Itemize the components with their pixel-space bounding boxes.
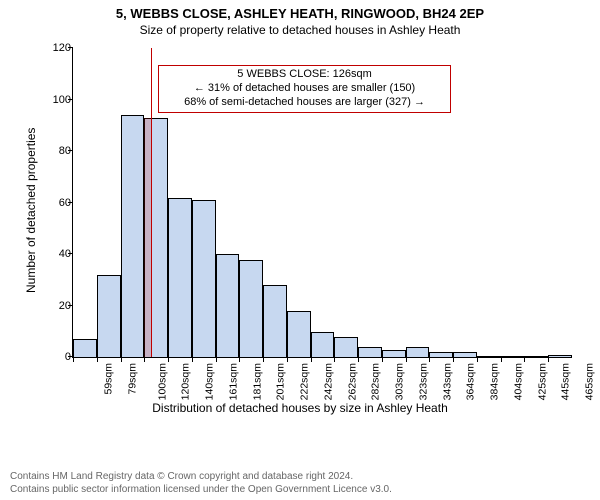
x-tick-mark (334, 357, 335, 362)
bar (287, 311, 311, 357)
x-tick-mark (382, 357, 383, 362)
x-tick-mark (311, 357, 312, 362)
x-tick-label: 384sqm (489, 363, 501, 400)
x-tick-mark (453, 357, 454, 362)
x-tick-label: 100sqm (156, 363, 168, 400)
y-tick-label: 80 (59, 145, 71, 157)
bar (121, 115, 145, 357)
bar (192, 200, 216, 357)
plot-axes: 020406080100120 59sqm79sqm100sqm120sqm14… (72, 48, 572, 358)
bar (73, 339, 97, 357)
x-tick-mark (216, 357, 217, 362)
x-tick-mark (121, 357, 122, 362)
x-tick-mark (524, 357, 525, 362)
footer-line1: Contains HM Land Registry data © Crown c… (10, 471, 392, 484)
x-tick-label: 445sqm (560, 363, 572, 400)
x-tick-label: 181sqm (251, 363, 263, 400)
bar (334, 337, 358, 358)
x-tick-label: 303sqm (394, 363, 406, 400)
x-tick-label: 161sqm (227, 363, 239, 400)
x-tick-mark (168, 357, 169, 362)
y-tick-label: 120 (53, 42, 71, 54)
x-tick-label: 59sqm (103, 363, 115, 395)
y-tick-mark (68, 202, 73, 203)
y-tick-mark (68, 150, 73, 151)
y-tick-label: 100 (53, 94, 71, 106)
y-tick-label: 40 (59, 248, 71, 260)
y-tick-label: 0 (65, 351, 71, 363)
x-tick-mark (192, 357, 193, 362)
x-tick-label: 404sqm (512, 363, 524, 400)
x-tick-mark (263, 357, 264, 362)
bar (358, 347, 382, 357)
x-tick-label: 364sqm (465, 363, 477, 400)
y-tick-label: 20 (59, 300, 71, 312)
bar (263, 285, 287, 357)
bar (406, 347, 430, 357)
annotation-box: 5 WEBBS CLOSE: 126sqm ← 31% of detached … (158, 65, 451, 112)
bar (168, 198, 192, 358)
x-tick-mark (287, 357, 288, 362)
bar (429, 352, 453, 357)
x-axis-label: Distribution of detached houses by size … (10, 401, 590, 415)
y-tick-label: 60 (59, 197, 71, 209)
x-tick-mark (73, 357, 74, 362)
bar (548, 355, 572, 358)
bar (524, 356, 548, 357)
x-tick-mark (477, 357, 478, 362)
x-tick-mark (144, 357, 145, 362)
y-tick-mark (68, 47, 73, 48)
annotation-line1: 5 WEBBS CLOSE: 126sqm (165, 68, 444, 82)
x-tick-mark (97, 357, 98, 362)
footer-line2: Contains public sector information licen… (10, 484, 392, 497)
x-tick-mark (548, 357, 549, 362)
x-tick-mark (239, 357, 240, 362)
y-axis-label: Number of detached properties (24, 128, 38, 293)
bar (239, 260, 263, 358)
x-tick-mark (501, 357, 502, 362)
bar (311, 332, 335, 358)
annotation-line2: ← 31% of detached houses are smaller (15… (165, 82, 444, 96)
chart-subtitle: Size of property relative to detached ho… (10, 23, 590, 39)
x-tick-label: 262sqm (346, 363, 358, 400)
x-tick-label: 79sqm (126, 363, 138, 395)
x-tick-label: 222sqm (298, 363, 310, 400)
highlight-fill (144, 118, 151, 357)
y-tick-mark (68, 305, 73, 306)
x-tick-label: 201sqm (275, 363, 287, 400)
annotation-line3: 68% of semi-detached houses are larger (… (165, 96, 444, 110)
x-tick-label: 465sqm (584, 363, 596, 400)
highlight-line (151, 48, 152, 357)
x-tick-label: 120sqm (180, 363, 192, 400)
x-tick-label: 425sqm (536, 363, 548, 400)
bar (97, 275, 121, 357)
x-tick-mark (358, 357, 359, 362)
x-tick-mark (406, 357, 407, 362)
x-tick-label: 343sqm (441, 363, 453, 400)
chart-title: 5, WEBBS CLOSE, ASHLEY HEATH, RINGWOOD, … (10, 6, 590, 23)
page: 5, WEBBS CLOSE, ASHLEY HEATH, RINGWOOD, … (0, 0, 600, 500)
x-tick-label: 282sqm (370, 363, 382, 400)
plot-area: 020406080100120 59sqm79sqm100sqm120sqm14… (72, 48, 572, 358)
chart: 0 20 40 60 80 100 120 59sqm 79sqm 100sqm 120sqm 14… (10, 40, 590, 420)
bar (501, 356, 525, 357)
x-tick-label: 140sqm (203, 363, 215, 400)
bar (382, 350, 406, 358)
y-tick-mark (68, 99, 73, 100)
bar (453, 352, 477, 357)
x-tick-mark (429, 357, 430, 362)
x-tick-label: 242sqm (322, 363, 334, 400)
bar (216, 254, 240, 357)
x-tick-label: 323sqm (417, 363, 429, 400)
footer: Contains HM Land Registry data © Crown c… (10, 471, 392, 496)
bar (477, 356, 501, 357)
y-tick-mark (68, 253, 73, 254)
